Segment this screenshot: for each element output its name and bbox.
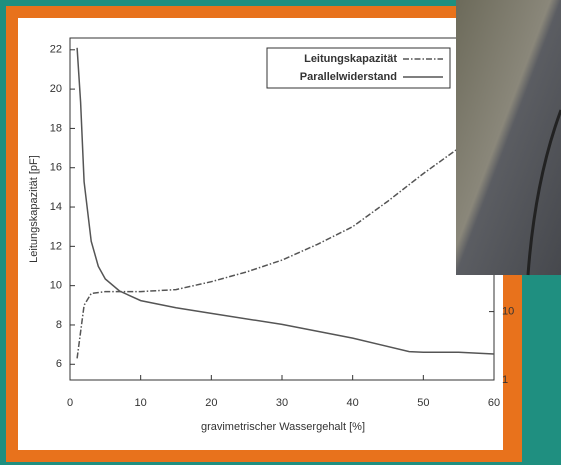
page: {"chart_data":{"type":"line","x_label":"… [0, 0, 561, 465]
y-tick-label: 10 [50, 280, 62, 292]
y-tick-label: 6 [56, 358, 62, 370]
x-axis-label: gravimetrischer Wassergehalt [%] [201, 421, 365, 433]
y-tick-label: 20 [50, 83, 62, 95]
y-tick-label: 22 [50, 44, 62, 56]
y-tick-label: 14 [50, 201, 62, 213]
y-tick-label: 18 [50, 122, 62, 134]
x-tick-label: 60 [488, 397, 500, 409]
y2-tick-label: 1 [502, 374, 508, 386]
y-tick-label: 12 [50, 240, 62, 252]
x-tick-label: 30 [276, 397, 288, 409]
legend-label: Leitungskapazität [304, 53, 397, 65]
photo [456, 0, 561, 275]
y-tick-label: 16 [50, 162, 62, 174]
x-tick-label: 20 [205, 397, 217, 409]
y-tick-label: 8 [56, 319, 62, 331]
legend-label: Parallelwiderstand [300, 71, 397, 83]
x-tick-label: 50 [417, 397, 429, 409]
x-tick-label: 0 [67, 397, 73, 409]
photo-overlay [456, 0, 561, 275]
y-axis-label: Leitungskapazität [pF] [28, 155, 40, 263]
y2-tick-label: 10 [502, 306, 514, 318]
chart: 0 10 20 30 40 50 60 6 8 10 12 14 16 18 20 22 1 10 Leitungs… [0, 0, 561, 465]
x-tick-label: 10 [135, 397, 147, 409]
x-tick-label: 40 [347, 397, 359, 409]
